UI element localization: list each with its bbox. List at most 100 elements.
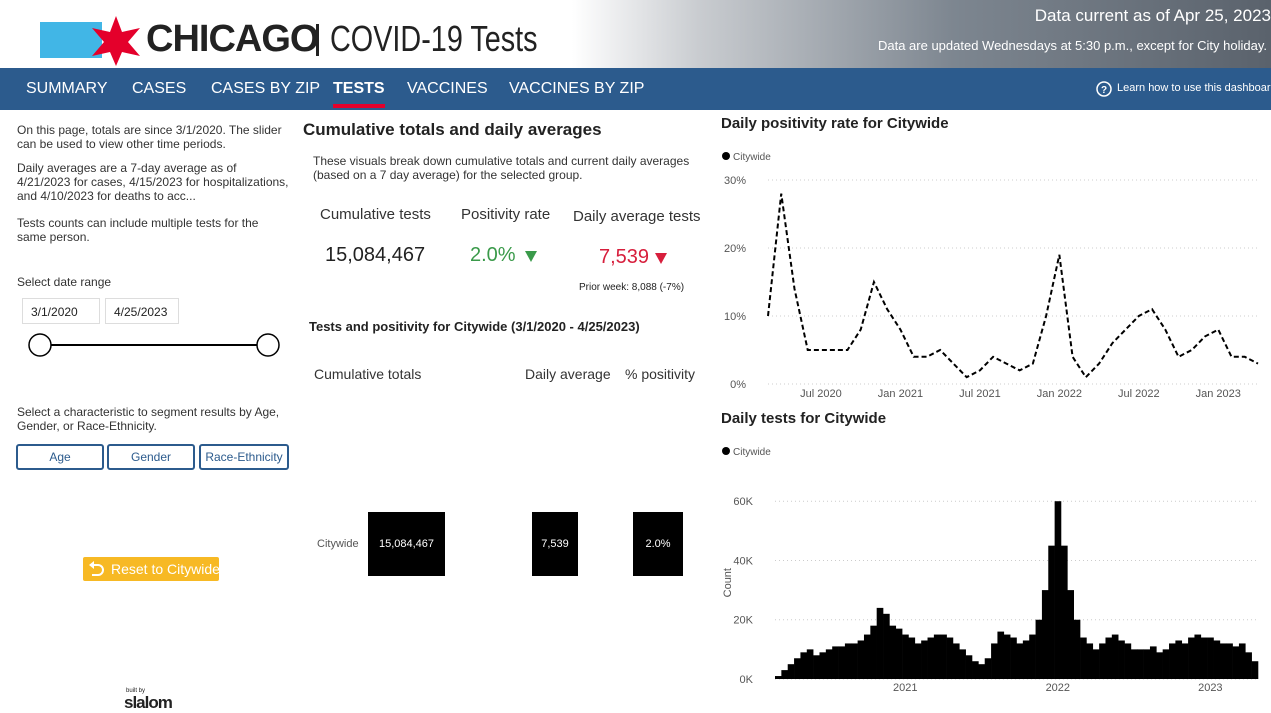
bar <box>889 626 896 679</box>
tab[interactable]: CASES <box>132 80 186 98</box>
bar <box>972 661 979 679</box>
bar <box>959 649 966 679</box>
bar <box>1004 635 1011 679</box>
kpi-label: Positivity rate <box>461 206 550 223</box>
logo: CHICAGO <box>146 18 318 61</box>
bar <box>921 640 928 679</box>
bar <box>1182 643 1189 679</box>
x-tick-label: Jan 2023 <box>1196 388 1241 400</box>
bar <box>896 629 903 679</box>
bar <box>1080 638 1087 679</box>
column-header: Cumulative totals <box>314 366 421 382</box>
end-date[interactable]: 4/25/2023 <box>105 298 179 324</box>
bar <box>775 676 782 679</box>
legend-marker <box>722 152 730 160</box>
x-tick-label: 2022 <box>1046 682 1070 694</box>
bar <box>864 635 871 679</box>
section-description: These visuals break down cumulative tota… <box>313 154 698 182</box>
tab[interactable]: VACCINES <box>407 80 488 98</box>
bar <box>1125 643 1132 679</box>
reset-button[interactable]: Reset to Citywide <box>83 557 219 581</box>
bar <box>1137 649 1144 679</box>
x-tick-label: Jul 2022 <box>1118 388 1160 400</box>
bar <box>851 643 858 679</box>
bar <box>1233 646 1240 679</box>
prior-week: Prior week: 8,088 (-7%) <box>579 282 684 293</box>
bar <box>997 632 1004 679</box>
segment-button[interactable]: Gender <box>107 444 195 470</box>
bar <box>1245 652 1252 679</box>
bar <box>858 640 865 679</box>
bar <box>902 635 909 679</box>
table-title: Tests and positivity for Citywide (3/1/2… <box>309 319 640 334</box>
date-slider[interactable] <box>25 330 285 360</box>
reset-icon <box>87 560 105 578</box>
y-tick-label: 0% <box>730 379 746 391</box>
svg-text:?: ? <box>1101 85 1107 96</box>
x-tick-label: 2021 <box>893 682 917 694</box>
tab[interactable]: VACCINES BY ZIP <box>509 80 644 98</box>
bar <box>1188 638 1195 679</box>
bar <box>788 664 795 679</box>
segment-button[interactable]: Race-Ethnicity <box>199 444 289 470</box>
bar <box>1220 643 1227 679</box>
tab[interactable]: CASES BY ZIP <box>211 80 320 98</box>
bar <box>928 638 935 679</box>
bar <box>832 646 839 679</box>
note: Daily averages are a 7-day average as of… <box>17 161 289 203</box>
bar <box>1099 643 1106 679</box>
legend-label: Citywide <box>733 447 771 458</box>
bar <box>1214 640 1221 679</box>
y-tick-label: 40K <box>733 555 753 567</box>
x-tick-label: Jul 2021 <box>959 388 1001 400</box>
date-range-label: Select date range <box>17 275 111 289</box>
x-tick-label: 2023 <box>1198 682 1222 694</box>
help-icon[interactable]: ? <box>1096 81 1112 97</box>
section-title: Cumulative totals and daily averages <box>303 120 602 140</box>
bar <box>947 638 954 679</box>
data-current: Data current as of Apr 25, 2023 <box>1035 6 1271 26</box>
tab[interactable]: SUMMARY <box>26 80 108 98</box>
dashboard: CHICAGO COVID-19 Tests Data current as o… <box>0 0 1271 712</box>
chart-title: Daily tests for Citywide <box>721 410 886 427</box>
bar <box>1093 649 1100 679</box>
bar <box>1055 501 1062 679</box>
bar <box>1042 590 1049 679</box>
bar <box>1207 638 1214 679</box>
credit: slalom <box>124 693 172 713</box>
update-note: Data are updated Wednesdays at 5:30 p.m.… <box>878 38 1267 53</box>
tab-active[interactable]: TESTS <box>333 80 385 108</box>
chart-title: Daily positivity rate for Citywide <box>721 115 949 132</box>
nav-bar: SUMMARY CASES CASES BY ZIP TESTS VACCINE… <box>0 68 1271 110</box>
table-cell: 2.0% <box>633 512 683 576</box>
y-tick-label: 0K <box>740 674 754 686</box>
bar <box>915 643 922 679</box>
bar <box>870 626 877 679</box>
note: Tests counts can include multiple tests … <box>17 216 277 244</box>
bar <box>991 643 998 679</box>
bar <box>1086 643 1093 679</box>
bar <box>1156 652 1163 679</box>
kpi-label: Daily average tests <box>573 208 701 225</box>
y-tick-label: 60K <box>733 496 753 508</box>
bar <box>1175 640 1182 679</box>
bar <box>1048 546 1055 679</box>
bar <box>1163 649 1170 679</box>
bar <box>826 649 833 679</box>
segment-button[interactable]: Age <box>16 444 104 470</box>
bar <box>908 638 915 679</box>
y-tick-label: 10% <box>724 311 746 323</box>
legend-marker <box>722 447 730 455</box>
bar <box>877 608 884 679</box>
down-arrow <box>524 249 538 263</box>
row-label: Citywide <box>317 538 359 550</box>
help-link[interactable]: Learn how to use this dashboard <box>1117 82 1271 94</box>
bar <box>1036 620 1043 679</box>
note: On this page, totals are since 3/1/2020.… <box>17 123 289 151</box>
start-date[interactable]: 3/1/2020 <box>22 298 100 324</box>
bar <box>934 635 941 679</box>
kpi-value: 2.0% <box>470 244 516 267</box>
bar <box>1131 649 1138 679</box>
reset-label: Reset to Citywide <box>111 561 220 577</box>
y-tick-label: 20K <box>733 615 753 627</box>
